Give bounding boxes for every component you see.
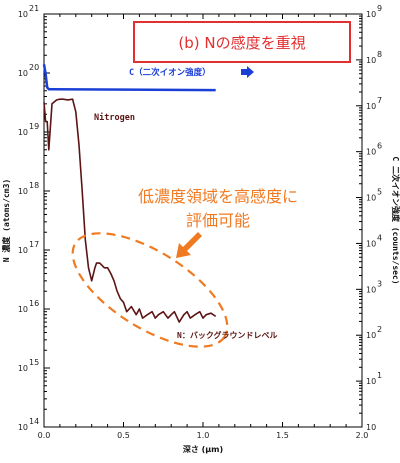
- nitrogen-series-label: Nitrogen: [94, 112, 135, 123]
- right-tick-label: 10: [366, 10, 376, 19]
- right-tick-label: 10: [366, 239, 376, 248]
- x-tick-label: 0.5: [117, 431, 130, 440]
- left-tick-exponent: 18: [29, 181, 39, 190]
- right-tick-exponent: 4: [377, 233, 382, 242]
- right-tick-exponent: 5: [377, 188, 382, 197]
- x-tick-label: 0.0: [38, 431, 51, 440]
- left-tick-exponent: 14: [29, 417, 39, 426]
- x-tick-label: 1.0: [197, 431, 210, 440]
- right-tick-label: 10: [366, 331, 376, 340]
- right-tick-label: 10: [366, 423, 376, 432]
- background-level-label: N：バックグラウンドレベル: [177, 330, 278, 340]
- right-tick-exponent: 8: [377, 50, 382, 59]
- left-tick-label: 10: [18, 305, 28, 314]
- x-tick-label: 2.0: [356, 431, 369, 440]
- tick-labels: 0.0 0.5 1.0 1.5 2.01014101510161017101810191…: [18, 4, 382, 440]
- panel-label-box: [133, 21, 351, 63]
- panel-label: (b) Nの感度を重視: [178, 34, 305, 52]
- carbon-series-line: [42, 64, 216, 92]
- left-tick-exponent: 21: [29, 4, 39, 13]
- left-tick-label: 10: [18, 10, 28, 19]
- x-tick-label: 1.5: [276, 431, 289, 440]
- left-tick-exponent: 19: [29, 122, 39, 131]
- right-tick-exponent: 7: [377, 96, 382, 105]
- left-y-axis-title: N 濃度 (atoms/cm3): [1, 179, 11, 262]
- left-tick-exponent: 17: [29, 240, 39, 249]
- right-tick-exponent: 9: [377, 4, 382, 13]
- right-tick-label: 10: [366, 194, 376, 203]
- carbon-series-label: C（二次イオン強度）: [129, 67, 211, 78]
- left-tick-exponent: 16: [29, 299, 39, 308]
- low-concentration-highlight-ellipse: [71, 232, 229, 348]
- left-tick-label: 10: [18, 423, 28, 432]
- x-axis-title: 深さ (μm): [183, 444, 223, 454]
- sensitivity-note-line-2: 評価可能: [186, 211, 250, 230]
- left-tick-exponent: 15: [29, 358, 39, 367]
- left-tick-label: 10: [18, 187, 28, 196]
- right-tick-label: 10: [366, 56, 376, 65]
- carbon-axis-arrow-icon: [241, 66, 254, 78]
- left-tick-label: 10: [18, 128, 28, 137]
- left-tick-label: 10: [18, 246, 28, 255]
- axis-ticks: [43, 13, 363, 428]
- left-tick-label: 10: [18, 364, 28, 373]
- left-tick-exponent: 20: [29, 63, 39, 72]
- right-tick-label: 10: [366, 377, 376, 386]
- nitrogen-series-line: [43, 98, 217, 323]
- right-tick-label: 10: [366, 102, 376, 111]
- annotation-arrow-icon: [176, 232, 202, 258]
- right-tick-exponent: 2: [377, 325, 382, 334]
- right-tick-label: 10: [366, 285, 376, 294]
- right-tick-exponent: 6: [377, 142, 382, 151]
- right-tick-exponent: 1: [377, 371, 382, 380]
- right-y-axis-title: C 二次イオン強度 (counts/sec): [391, 156, 400, 284]
- sensitivity-note-line-1: 低濃度領域を高感度に: [138, 187, 298, 206]
- right-tick-exponent: 3: [377, 279, 382, 288]
- left-tick-label: 10: [18, 69, 28, 78]
- right-tick-label: 10: [366, 148, 376, 157]
